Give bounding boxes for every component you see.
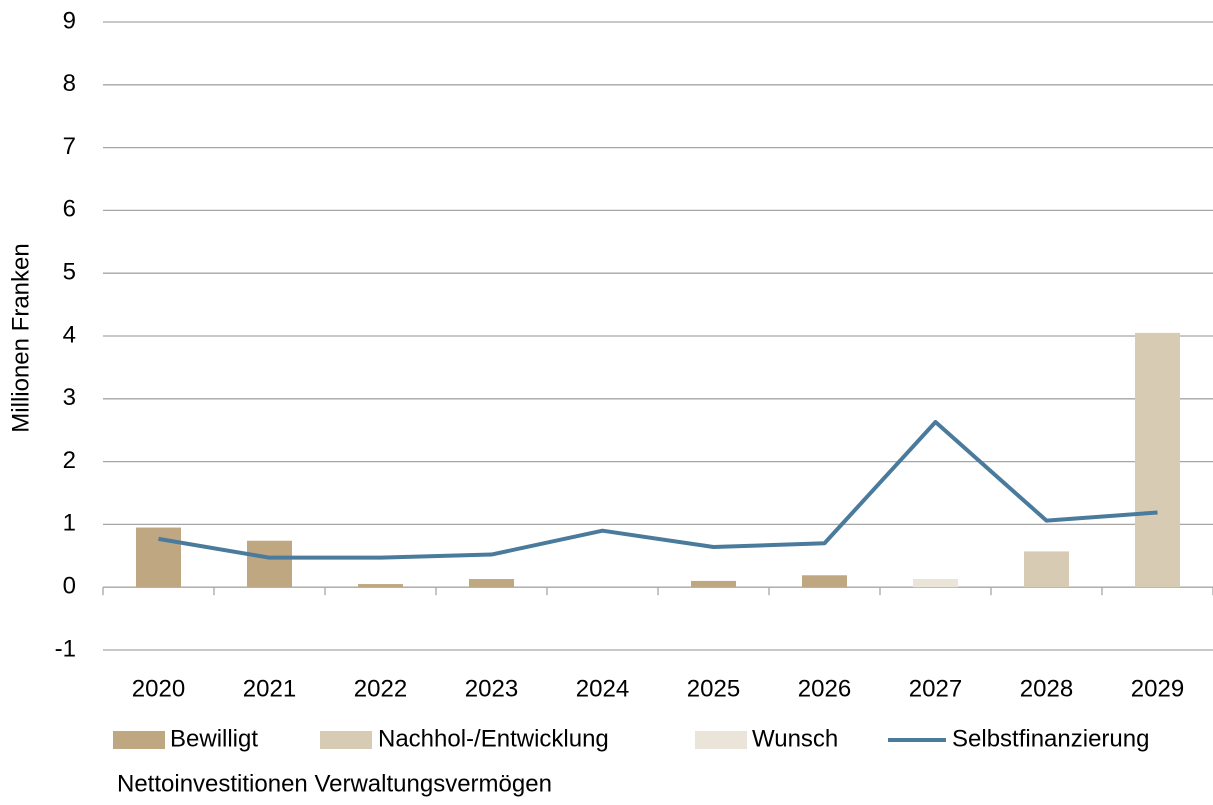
legend-swatch [320,731,372,749]
bar [913,579,958,588]
line [158,420,1158,560]
x-tick-label: 2021 [243,675,296,702]
x-tick-label: 2024 [576,675,629,702]
bar [247,540,292,588]
legend-label: Wunsch [752,725,838,752]
y-tick-label: 5 [63,259,76,286]
y-tick-label: 1 [63,510,76,537]
y-tick-label: -1 [55,635,76,662]
x-tick-label: 2020 [132,675,185,702]
x-tick-label: 2022 [354,675,407,702]
legend-swatch [113,731,165,749]
y-tick-label: 3 [63,384,76,411]
bar [1024,551,1069,588]
bar [1135,332,1180,588]
chart-title: Nettoinvestitionen Verwaltungsvermögen [117,770,552,797]
y-tick-label: 2 [63,447,76,474]
bar [469,579,514,588]
bar [358,584,403,588]
y-tick-label: 6 [63,196,76,223]
legend-label: Nachhol-/Entwicklung [378,725,609,752]
legend-label: Bewilligt [170,725,258,752]
x-tick-label: 2023 [465,675,518,702]
bar [691,580,736,588]
legend-swatch [695,731,747,749]
y-tick-label: 4 [63,321,76,348]
bar [136,527,181,588]
y-tick-label: 8 [63,70,76,97]
bar [802,575,847,588]
x-tick-label: 2029 [1131,675,1184,702]
x-tick-label: 2025 [687,675,740,702]
y-axis-label: Millionen Franken [7,243,34,432]
y-tick-label: 0 [63,573,76,600]
legend-label: Selbstfinanzierung [952,725,1149,752]
y-tick-label: 7 [63,133,76,160]
y-tick-label: 9 [63,7,76,34]
x-tick-label: 2028 [1020,675,1073,702]
x-tick-label: 2026 [798,675,851,702]
x-tick-label: 2027 [909,675,962,702]
